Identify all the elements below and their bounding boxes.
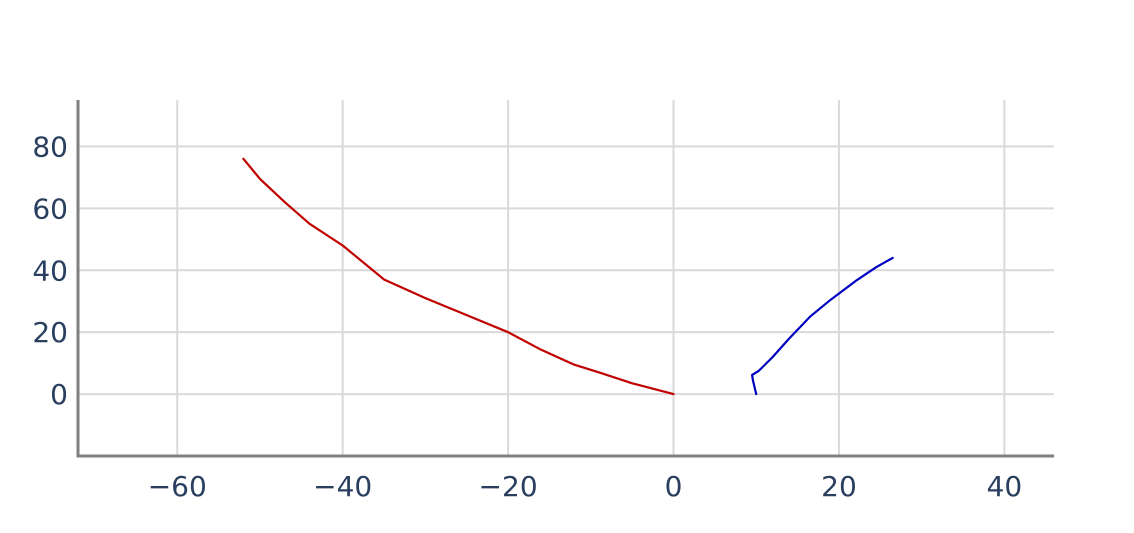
y-tick-label: 60 bbox=[32, 192, 68, 225]
series-line-2 bbox=[750, 256, 894, 396]
x-tick-label: 20 bbox=[821, 470, 857, 503]
series-line-1 bbox=[242, 157, 675, 396]
y-tick-label: 80 bbox=[32, 130, 68, 163]
y-tick-labels: 0 20 40 60 80 bbox=[32, 130, 68, 411]
x-tick-label: −40 bbox=[313, 470, 372, 503]
axes bbox=[76, 100, 1054, 458]
x-tick-label: −20 bbox=[479, 470, 538, 503]
series-layer bbox=[242, 157, 894, 396]
y-tick-label: 0 bbox=[50, 378, 68, 411]
x-tick-label: 40 bbox=[987, 470, 1023, 503]
y-tick-label: 40 bbox=[32, 254, 68, 287]
y-tick-label: 20 bbox=[32, 316, 68, 349]
x-tick-label: −60 bbox=[148, 470, 207, 503]
x-tick-labels: −60 −40 −20 0 20 40 bbox=[148, 470, 1022, 503]
x-tick-label: 0 bbox=[665, 470, 683, 503]
grid bbox=[78, 100, 1054, 456]
